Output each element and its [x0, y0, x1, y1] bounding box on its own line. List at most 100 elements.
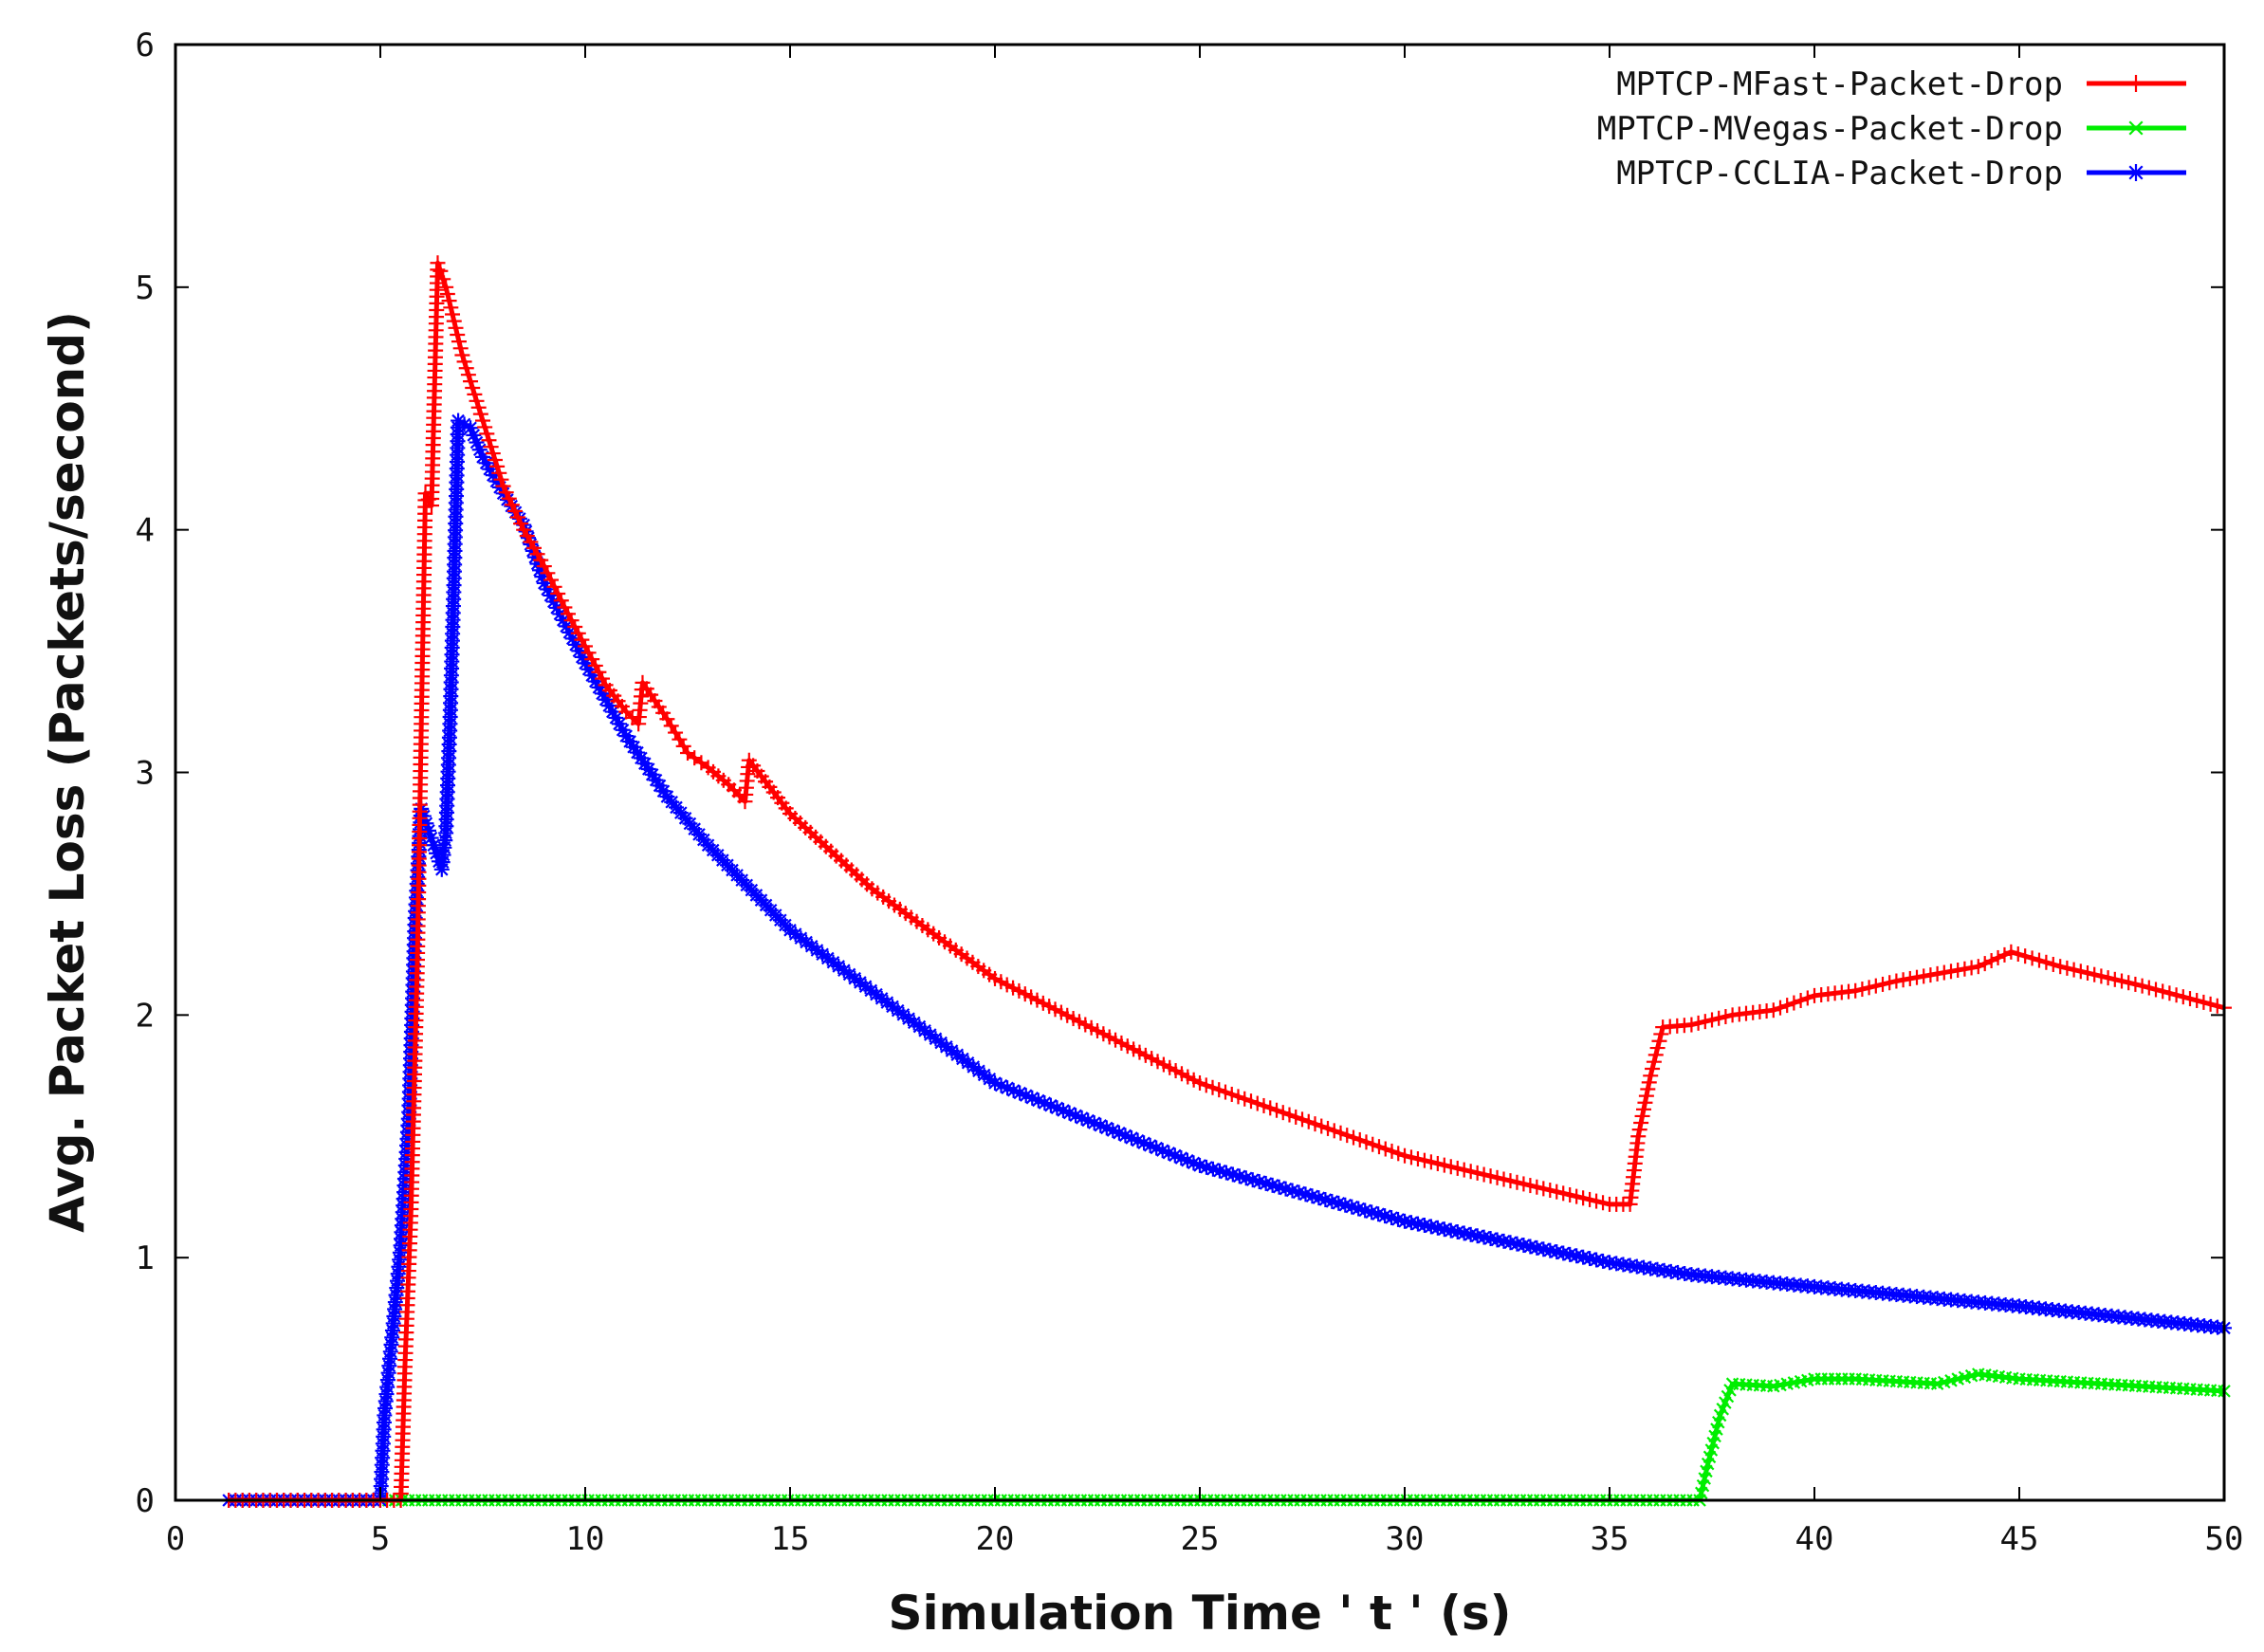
- legend-label: MPTCP-MFast-Packet-Drop: [1616, 65, 2063, 103]
- data-point-marker: [1403, 1149, 1419, 1166]
- data-point-marker: [553, 593, 569, 609]
- y-tick-label: 4: [136, 512, 155, 550]
- data-point-marker: [584, 652, 600, 668]
- data-point-marker: [1377, 1141, 1393, 1157]
- data-point-marker: [1423, 1154, 1439, 1170]
- data-point-marker: [574, 632, 590, 648]
- data-point-marker: [1249, 1095, 1265, 1111]
- data-point-marker: [1516, 1176, 1532, 1192]
- data-point-marker: [452, 340, 469, 357]
- data-point-marker: [1875, 976, 1890, 992]
- data-point-marker: [1429, 1220, 1445, 1236]
- legend-label: MPTCP-MVegas-Packet-Drop: [1597, 110, 2063, 148]
- data-point-marker: [430, 255, 446, 271]
- data-point-marker: [2031, 952, 2047, 968]
- legend-label: MPTCP-CCLIA-Packet-Drop: [1616, 155, 2063, 193]
- data-point-marker: [1646, 1054, 1662, 1070]
- data-point-marker: [540, 565, 556, 581]
- data-point-marker: [1542, 1183, 1558, 1199]
- data-point-marker: [561, 606, 576, 622]
- data-point-marker: [1595, 1195, 1611, 1211]
- data-point-marker: [1651, 1033, 1667, 1049]
- data-point-marker: [1653, 1026, 1669, 1042]
- data-point-marker: [501, 490, 517, 506]
- data-point-marker: [1957, 961, 1973, 977]
- data-point-marker: [1522, 1178, 1538, 1194]
- data-point-marker: [463, 374, 479, 390]
- data-point-marker: [1647, 1047, 1664, 1063]
- data-point-marker: [1704, 1012, 1720, 1028]
- data-point-marker: [1429, 1155, 1445, 1171]
- data-point-marker: [2141, 980, 2157, 996]
- data-point-marker: [1205, 1079, 1221, 1095]
- data-point-marker: [1384, 1143, 1400, 1159]
- data-point-marker: [2038, 954, 2054, 970]
- data-point-marker: [1198, 1077, 1214, 1093]
- data-point-marker: [570, 625, 586, 641]
- data-point-marker: [1224, 1086, 1240, 1102]
- data-point-marker: [489, 458, 506, 474]
- data-point-marker: [1449, 1160, 1465, 1176]
- data-point-marker: [1358, 1134, 1374, 1150]
- data-point-marker: [543, 572, 559, 588]
- data-point-marker: [2107, 971, 2123, 987]
- data-point-marker: [1569, 1188, 1585, 1204]
- data-point-marker: [1281, 1107, 1298, 1123]
- data-point-marker: [513, 516, 529, 532]
- data-point-marker: [1970, 959, 1986, 975]
- data-point-marker: [2072, 964, 2089, 980]
- data-point-marker: [2127, 75, 2144, 92]
- data-point-marker: [2045, 956, 2061, 972]
- data-point-marker: [470, 399, 487, 415]
- data-point-marker: [2024, 950, 2040, 966]
- data-point-marker: [438, 279, 454, 295]
- data-point-marker: [1861, 980, 1877, 996]
- data-point-marker: [1773, 1000, 1788, 1016]
- data-point-marker: [1582, 1191, 1598, 1207]
- data-point-marker: [1529, 1179, 1545, 1195]
- data-point-marker: [451, 334, 467, 350]
- data-point-marker: [1630, 1129, 1647, 1145]
- data-point-marker: [1307, 1116, 1323, 1132]
- data-point-marker: [2100, 970, 2116, 986]
- data-point-marker: [1909, 969, 1924, 985]
- data-point-marker: [1333, 1125, 1349, 1141]
- data-point-marker: [1990, 949, 2006, 965]
- data-point-marker: [1697, 1014, 1713, 1030]
- data-point-marker: [1923, 967, 1939, 983]
- data-point-marker: [1346, 1129, 1361, 1146]
- data-point-marker: [475, 413, 490, 429]
- data-point-marker: [1718, 1009, 1734, 1025]
- data-point-marker: [2114, 973, 2129, 989]
- data-point-marker: [1409, 1151, 1426, 1167]
- data-point-marker: [1482, 1168, 1499, 1184]
- data-point-marker: [2087, 966, 2103, 982]
- data-point-marker: [2168, 987, 2184, 1003]
- data-point-marker: [1589, 1193, 1605, 1209]
- data-point-marker: [2127, 164, 2144, 181]
- data-point-marker: [448, 320, 464, 336]
- data-point-marker: [591, 664, 607, 680]
- data-point-marker: [1288, 1109, 1304, 1125]
- data-point-marker: [1275, 1105, 1291, 1121]
- y-tick-label: 1: [136, 1239, 155, 1277]
- data-point-marker: [1963, 960, 1979, 976]
- data-point-marker: [495, 478, 511, 494]
- data-point-marker: [1854, 982, 1870, 998]
- data-point-marker: [1983, 953, 1999, 969]
- data-point-marker: [1549, 1184, 1565, 1200]
- data-point-marker: [435, 271, 451, 287]
- data-point-marker: [1936, 964, 1952, 981]
- x-tick-label: 10: [566, 1520, 605, 1558]
- data-point-marker: [1489, 1169, 1505, 1185]
- data-point-marker: [491, 465, 507, 481]
- y-tick-label: 5: [136, 269, 155, 307]
- data-point-marker: [1640, 1081, 1656, 1097]
- data-point-marker: [595, 670, 610, 687]
- data-point-marker: [504, 497, 520, 513]
- data-point-marker: [450, 326, 466, 342]
- data-point-marker: [2209, 998, 2225, 1014]
- data-point-marker: [1631, 1122, 1647, 1138]
